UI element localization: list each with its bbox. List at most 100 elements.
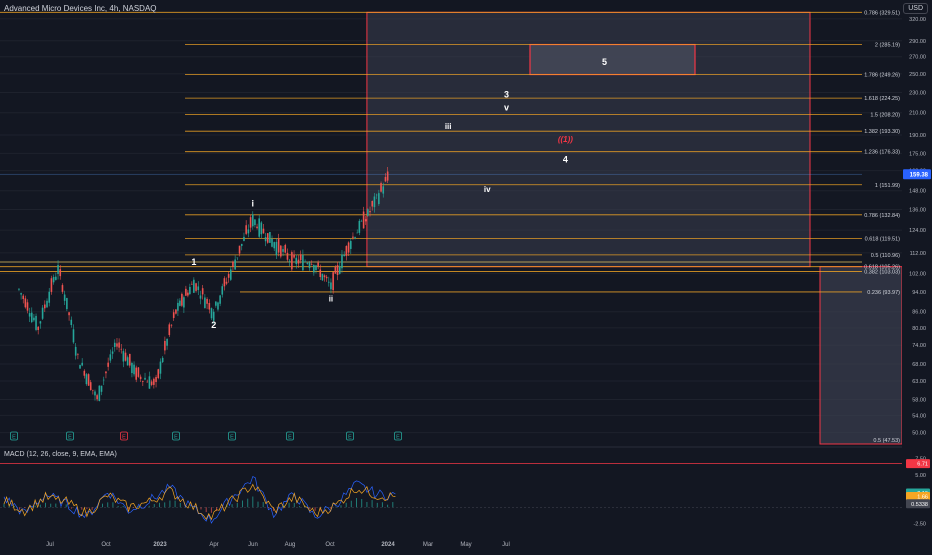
wave-label: iv	[484, 185, 491, 194]
candle-body	[144, 378, 146, 380]
candle-body	[120, 349, 122, 350]
candle-body	[237, 258, 239, 259]
candle-body	[131, 363, 133, 373]
macd-tick: -2.50	[913, 522, 926, 528]
candle-body	[118, 342, 120, 347]
macd-histogram-bar	[19, 507, 20, 509]
fib-label: 0.236 (93.97)	[867, 290, 900, 296]
candle-body	[343, 255, 345, 256]
candle-body	[68, 312, 70, 315]
candle-body	[248, 229, 250, 233]
candle-body	[42, 308, 44, 319]
candle-body	[53, 277, 55, 282]
candle-body	[189, 287, 191, 294]
candles	[18, 167, 388, 401]
time-tick: Jul	[502, 542, 510, 548]
candle-body	[70, 320, 72, 325]
macd-histogram-bar	[24, 507, 25, 508]
candle-body	[160, 362, 162, 374]
candle-body	[322, 274, 324, 280]
candle-body	[374, 197, 376, 208]
macd-histogram-bar	[45, 503, 46, 507]
price-tick: 290.00	[909, 39, 926, 45]
macd-histogram-bar	[377, 503, 378, 507]
macd-histogram-bar	[361, 499, 362, 507]
candle-body	[282, 249, 284, 252]
candle-body	[387, 171, 389, 180]
macd-readout-label: 6.71	[917, 462, 928, 468]
price-tick: 210.00	[909, 111, 926, 117]
candle-body	[221, 286, 223, 294]
candle-body	[232, 262, 234, 267]
candle-body	[187, 293, 189, 296]
candle-body	[86, 374, 88, 384]
candle-body	[75, 347, 77, 356]
candle-body	[363, 211, 365, 228]
time-tick: Apr	[209, 542, 218, 548]
wave-label: 5	[602, 57, 607, 67]
price-tick: 58.00	[912, 397, 926, 403]
fib-label: 0.382 (103.03)	[864, 269, 900, 275]
candle-body	[332, 272, 334, 290]
candle-body	[284, 245, 286, 253]
candle-body	[208, 303, 210, 310]
macd-pane: 7.505.002.50-2.506.712.191.660.5338	[0, 457, 930, 528]
macd-histogram-bar	[289, 503, 290, 507]
candle-body	[304, 261, 306, 262]
candle-body	[200, 295, 202, 298]
candle-body	[241, 244, 243, 246]
candle-body	[90, 382, 92, 390]
candle-body	[99, 386, 101, 401]
candle-body	[40, 321, 42, 323]
wave-label: 2	[211, 320, 216, 330]
candle-body	[110, 354, 112, 360]
candle-body	[254, 220, 256, 226]
macd-histogram-bar	[252, 496, 253, 507]
macd-title: MACD (12, 26, close, 9, EMA, EMA)	[4, 451, 117, 458]
fib-label: 1.5 (208.20)	[870, 113, 900, 119]
wave-label: ii	[329, 295, 333, 304]
macd-histogram-bar	[356, 498, 357, 507]
candle-body	[66, 298, 68, 309]
candle-body	[243, 237, 245, 241]
currency-button[interactable]: USD	[903, 3, 928, 14]
candle-body	[263, 229, 265, 234]
candle-body	[107, 363, 109, 367]
candle-body	[37, 327, 39, 330]
price-tick: 112.00	[910, 251, 926, 257]
candle-body	[230, 269, 232, 279]
candle-body	[359, 221, 361, 233]
candle-body	[280, 246, 282, 257]
candle-body	[79, 365, 81, 369]
macd-histogram-bar	[14, 506, 15, 507]
macd-readout-label: 0.5338	[911, 502, 928, 508]
candle-body	[105, 372, 107, 374]
candle-body	[271, 239, 273, 247]
earnings-marker-label: E	[12, 435, 16, 441]
macd-histogram-bar	[35, 506, 36, 508]
candle-body	[350, 241, 352, 249]
candle-body	[44, 305, 46, 309]
price-tick: 148.00	[909, 189, 926, 195]
candle-body	[239, 246, 241, 254]
candle-body	[319, 270, 321, 277]
wave-label: iii	[445, 122, 452, 131]
macd-histogram-bar	[107, 502, 108, 507]
candle-body	[258, 218, 260, 236]
candle-body	[298, 260, 300, 264]
macd-histogram-bar	[86, 507, 87, 509]
wave-label: i	[252, 198, 255, 208]
price-tick: 54.00	[912, 413, 926, 419]
fib-label: 1.786 (249.26)	[864, 73, 900, 79]
fib-label: 0.786 (132.84)	[864, 213, 900, 219]
time-tick: Jun	[248, 542, 258, 548]
candle-body	[378, 193, 380, 204]
candle-body	[267, 233, 269, 243]
price-tick: 320.00	[909, 17, 926, 23]
candle-body	[35, 316, 37, 330]
macd-histogram-bar	[175, 501, 176, 508]
macd-histogram-bar	[382, 502, 383, 507]
candle-body	[175, 310, 177, 314]
